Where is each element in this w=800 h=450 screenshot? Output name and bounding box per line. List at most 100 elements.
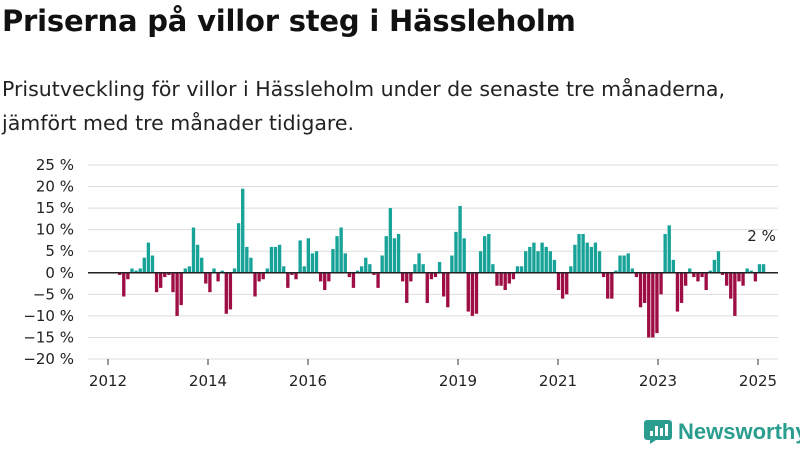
bar	[544, 246, 548, 273]
bar	[724, 272, 729, 286]
bar	[487, 233, 491, 273]
bar	[167, 272, 171, 275]
bar	[359, 266, 364, 273]
bar	[294, 272, 298, 280]
bar	[159, 272, 163, 288]
bar	[245, 246, 249, 273]
bar	[437, 262, 442, 273]
bar	[679, 272, 684, 303]
bar	[183, 268, 187, 273]
y-tick-label: −10 %	[23, 307, 74, 325]
bar	[659, 272, 663, 295]
bar	[286, 272, 290, 288]
y-tick-label: 20 %	[36, 178, 74, 196]
bar	[236, 223, 241, 273]
bar	[749, 270, 753, 273]
bar	[138, 268, 142, 273]
bar	[610, 272, 614, 299]
bar	[195, 244, 200, 273]
bar	[134, 270, 138, 273]
bar	[364, 257, 368, 273]
bar	[589, 246, 593, 273]
bar	[257, 272, 261, 282]
bar	[421, 264, 425, 273]
bar	[716, 251, 721, 273]
bar	[753, 272, 758, 282]
bar	[519, 266, 524, 273]
bar	[466, 272, 470, 312]
bar	[347, 272, 352, 278]
bar	[273, 246, 278, 273]
bar	[232, 268, 237, 273]
bar	[454, 231, 458, 273]
bar	[154, 272, 159, 293]
bar	[318, 272, 323, 282]
bar	[614, 270, 618, 273]
bar	[118, 272, 122, 275]
bar	[450, 255, 454, 273]
bar	[327, 272, 331, 282]
bar	[122, 272, 126, 297]
bar	[306, 238, 311, 273]
bar	[638, 272, 643, 308]
bar	[515, 266, 520, 273]
bar	[696, 272, 700, 282]
bar-series	[118, 188, 766, 338]
bar	[310, 253, 315, 273]
bar	[331, 249, 335, 273]
bar	[368, 264, 372, 273]
bar	[355, 270, 360, 273]
bar	[200, 257, 204, 273]
bar	[212, 268, 216, 273]
bar	[581, 233, 585, 273]
bar	[474, 272, 479, 314]
bar	[446, 272, 450, 308]
bar	[642, 272, 647, 303]
bar	[130, 268, 134, 273]
bar	[253, 272, 257, 297]
bar	[146, 242, 151, 273]
bar	[458, 205, 462, 273]
bar	[663, 233, 667, 273]
bar	[425, 272, 429, 303]
bar	[171, 272, 175, 293]
bar	[671, 259, 676, 273]
x-tick-label: 2014	[189, 372, 227, 390]
bar	[442, 272, 446, 297]
bar	[655, 272, 659, 334]
bar	[524, 251, 528, 273]
bar	[560, 272, 565, 299]
bar	[277, 244, 282, 273]
bar	[528, 246, 532, 273]
bar	[745, 268, 749, 273]
bar	[433, 272, 438, 278]
bar	[626, 253, 630, 273]
newsworthy-logo-icon	[644, 416, 672, 448]
bar	[532, 242, 536, 273]
bar	[712, 259, 717, 273]
bar	[741, 272, 745, 286]
price-change-bar-chart: 25 % 20 % 15 % 10 % 5 % 0 % −5 % −10 % −15 % −20 …	[23, 156, 778, 390]
y-tick-label: 10 %	[36, 221, 74, 239]
bar	[429, 272, 434, 280]
bar	[483, 236, 487, 273]
bar	[261, 272, 265, 280]
bar	[191, 227, 196, 273]
bar	[351, 272, 356, 288]
bar	[290, 272, 294, 275]
bar	[405, 272, 409, 303]
bar	[688, 268, 692, 273]
bar	[126, 272, 130, 280]
bar	[400, 272, 405, 282]
bar	[241, 188, 245, 273]
bar	[175, 272, 179, 316]
y-tick-label: 25 %	[36, 156, 74, 174]
newsworthy-brand: Newsworthy	[644, 418, 800, 446]
bar	[565, 272, 569, 295]
bar	[577, 233, 581, 273]
bar	[630, 268, 635, 273]
bar	[384, 236, 388, 273]
bar	[380, 255, 384, 273]
bar	[495, 272, 499, 286]
bar	[503, 272, 507, 291]
